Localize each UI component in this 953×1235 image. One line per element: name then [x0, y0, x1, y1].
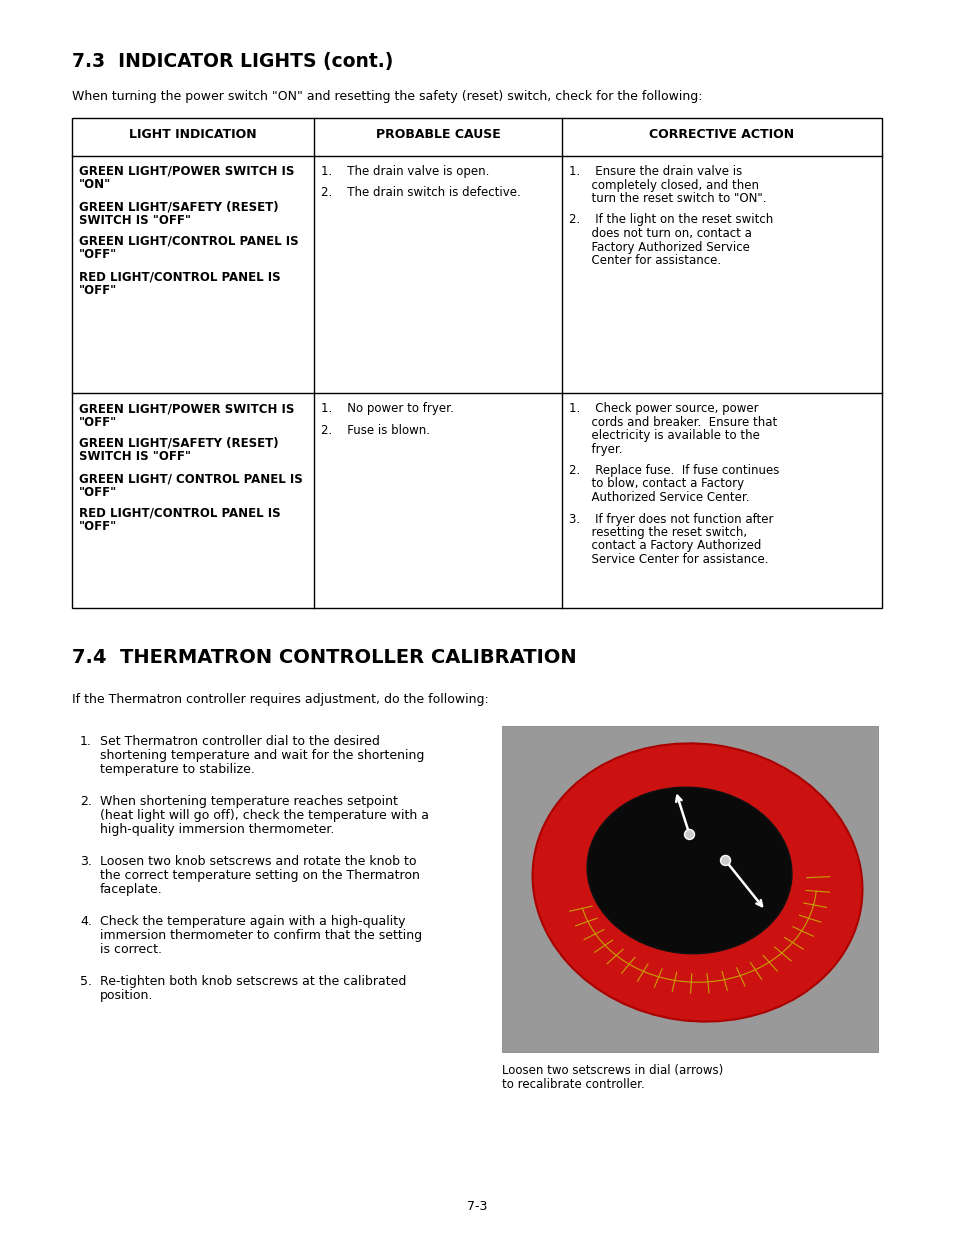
Text: Center for assistance.: Center for assistance. — [568, 254, 720, 267]
Text: When turning the power switch "ON" and resetting the safety (reset) switch, chec: When turning the power switch "ON" and r… — [71, 90, 701, 103]
Text: contact a Factory Authorized: contact a Factory Authorized — [568, 540, 760, 552]
Text: Service Center for assistance.: Service Center for assistance. — [568, 553, 768, 566]
Text: 1.    The drain valve is open.: 1. The drain valve is open. — [320, 165, 489, 178]
Text: Set Thermatron controller dial to the desired: Set Thermatron controller dial to the de… — [100, 735, 379, 748]
Text: fryer.: fryer. — [568, 442, 622, 456]
Text: Check the temperature again with a high-quality: Check the temperature again with a high-… — [100, 915, 405, 927]
Circle shape — [720, 856, 730, 866]
Bar — [501, 726, 877, 1052]
Text: the correct temperature setting on the Thermatron: the correct temperature setting on the T… — [100, 869, 419, 882]
Text: Authorized Service Center.: Authorized Service Center. — [568, 492, 749, 504]
Text: 1.    No power to fryer.: 1. No power to fryer. — [320, 403, 454, 415]
Text: "OFF": "OFF" — [79, 248, 117, 262]
Text: 7.3  INDICATOR LIGHTS (cont.): 7.3 INDICATOR LIGHTS (cont.) — [71, 52, 393, 70]
Text: immersion thermometer to confirm that the setting: immersion thermometer to confirm that th… — [100, 929, 421, 942]
Text: SWITCH IS "OFF": SWITCH IS "OFF" — [79, 451, 191, 463]
Text: "OFF": "OFF" — [79, 284, 117, 296]
Text: GREEN LIGHT/POWER SWITCH IS: GREEN LIGHT/POWER SWITCH IS — [79, 403, 294, 415]
Text: 7.4  THERMATRON CONTROLLER CALIBRATION: 7.4 THERMATRON CONTROLLER CALIBRATION — [71, 648, 576, 667]
Text: 1.    Check power source, power: 1. Check power source, power — [568, 403, 758, 415]
Text: "OFF": "OFF" — [79, 520, 117, 534]
Text: Re-tighten both knob setscrews at the calibrated: Re-tighten both knob setscrews at the ca… — [100, 974, 406, 988]
Ellipse shape — [532, 743, 862, 1021]
Text: electricity is available to the: electricity is available to the — [568, 429, 760, 442]
Text: 7-3: 7-3 — [466, 1200, 487, 1213]
Text: does not turn on, contact a: does not turn on, contact a — [568, 227, 751, 240]
Text: "OFF": "OFF" — [79, 485, 117, 499]
Text: 2.    If the light on the reset switch: 2. If the light on the reset switch — [568, 214, 773, 226]
Text: SWITCH IS "OFF": SWITCH IS "OFF" — [79, 214, 191, 226]
Circle shape — [684, 830, 694, 840]
Text: 2.    Replace fuse.  If fuse continues: 2. Replace fuse. If fuse continues — [568, 464, 779, 477]
Text: 2.: 2. — [80, 795, 91, 808]
Text: CORRECTIVE ACTION: CORRECTIVE ACTION — [649, 128, 794, 141]
Text: 3.    If fryer does not function after: 3. If fryer does not function after — [568, 513, 773, 526]
Text: is correct.: is correct. — [100, 944, 162, 956]
Text: Loosen two setscrews in dial (arrows): Loosen two setscrews in dial (arrows) — [501, 1065, 722, 1077]
Text: 2.    The drain switch is defective.: 2. The drain switch is defective. — [320, 186, 520, 200]
Text: temperature to stabilize.: temperature to stabilize. — [100, 763, 254, 776]
Text: GREEN LIGHT/ CONTROL PANEL IS: GREEN LIGHT/ CONTROL PANEL IS — [79, 472, 302, 485]
Text: 4.: 4. — [80, 915, 91, 927]
Text: 1.: 1. — [80, 735, 91, 748]
Ellipse shape — [586, 787, 791, 953]
Text: 1.    Ensure the drain valve is: 1. Ensure the drain valve is — [568, 165, 741, 178]
Text: PROBABLE CAUSE: PROBABLE CAUSE — [375, 128, 500, 141]
Text: GREEN LIGHT/SAFETY (RESET): GREEN LIGHT/SAFETY (RESET) — [79, 200, 278, 212]
Text: (heat light will go off), check the temperature with a: (heat light will go off), check the temp… — [100, 809, 429, 823]
Text: RED LIGHT/CONTROL PANEL IS: RED LIGHT/CONTROL PANEL IS — [79, 270, 280, 283]
Text: shortening temperature and wait for the shortening: shortening temperature and wait for the … — [100, 748, 424, 762]
Text: Factory Authorized Service: Factory Authorized Service — [568, 241, 749, 253]
Text: to recalibrate controller.: to recalibrate controller. — [501, 1078, 644, 1091]
Text: RED LIGHT/CONTROL PANEL IS: RED LIGHT/CONTROL PANEL IS — [79, 508, 280, 520]
Text: cords and breaker.  Ensure that: cords and breaker. Ensure that — [568, 415, 777, 429]
Text: to blow, contact a Factory: to blow, contact a Factory — [568, 478, 743, 490]
Text: 3.: 3. — [80, 855, 91, 868]
Text: "OFF": "OFF" — [79, 415, 117, 429]
Text: 5.: 5. — [80, 974, 91, 988]
Text: GREEN LIGHT/POWER SWITCH IS: GREEN LIGHT/POWER SWITCH IS — [79, 165, 294, 178]
Text: LIGHT INDICATION: LIGHT INDICATION — [129, 128, 256, 141]
Text: GREEN LIGHT/SAFETY (RESET): GREEN LIGHT/SAFETY (RESET) — [79, 437, 278, 450]
Text: "ON": "ON" — [79, 179, 112, 191]
Text: resetting the reset switch,: resetting the reset switch, — [568, 526, 746, 538]
Text: When shortening temperature reaches setpoint: When shortening temperature reaches setp… — [100, 795, 397, 808]
Text: GREEN LIGHT/CONTROL PANEL IS: GREEN LIGHT/CONTROL PANEL IS — [79, 235, 298, 248]
Text: turn the reset switch to "ON".: turn the reset switch to "ON". — [568, 191, 765, 205]
Text: 2.    Fuse is blown.: 2. Fuse is blown. — [320, 424, 430, 436]
Text: If the Thermatron controller requires adjustment, do the following:: If the Thermatron controller requires ad… — [71, 693, 488, 706]
Bar — [71, 119, 882, 608]
Text: Loosen two knob setscrews and rotate the knob to: Loosen two knob setscrews and rotate the… — [100, 855, 416, 868]
Text: faceplate.: faceplate. — [100, 883, 163, 897]
Text: high-quality immersion thermometer.: high-quality immersion thermometer. — [100, 823, 334, 836]
Text: completely closed, and then: completely closed, and then — [568, 179, 759, 191]
Text: position.: position. — [100, 989, 153, 1002]
